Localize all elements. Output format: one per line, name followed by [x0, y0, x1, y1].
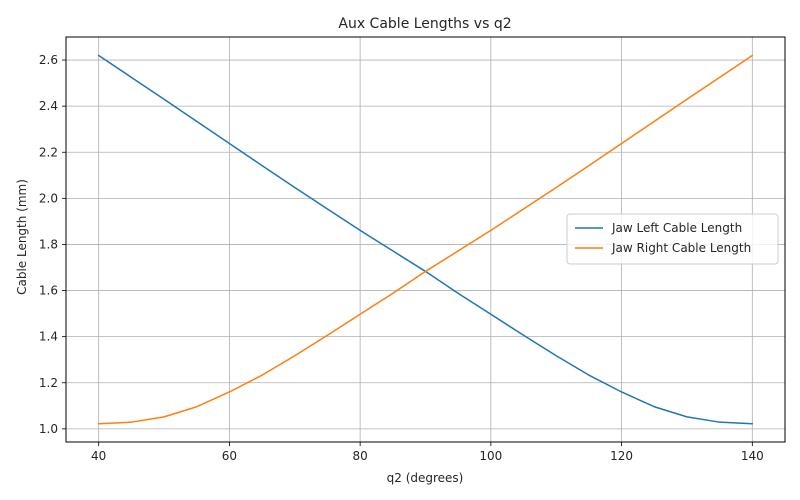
- legend: Jaw Left Cable Length Jaw Right Cable Len…: [566, 213, 779, 265]
- x-tick-label: 40: [91, 449, 106, 463]
- x-axis-label: q2 (degrees): [387, 471, 464, 485]
- series-line-jaw-right: [97, 54, 754, 425]
- y-tick-label: 1.0: [39, 422, 58, 436]
- y-axis: 1.0 1.2 1.4 1.6 1.8 2.0 2.2 2.4 2.6: [39, 53, 66, 436]
- legend-label: Jaw Right Cable Length: [611, 241, 751, 255]
- y-axis-label: Cable Length (mm): [15, 179, 29, 295]
- y-tick-label: 2.4: [39, 99, 58, 113]
- y-tick-label: 2.0: [39, 191, 58, 205]
- x-tick-label: 100: [479, 449, 502, 463]
- y-tick-label: 1.2: [39, 376, 58, 390]
- x-tick-label: 80: [352, 449, 367, 463]
- y-tick-label: 2.6: [39, 53, 58, 67]
- x-axis: 40 60 80 100 120 140: [91, 442, 764, 463]
- y-tick-label: 1.8: [39, 237, 58, 251]
- chart-title: Aux Cable Lengths vs q2: [338, 16, 511, 32]
- x-tick-label: 120: [610, 449, 633, 463]
- legend-label: Jaw Left Cable Length: [611, 221, 742, 235]
- y-tick-label: 1.4: [39, 330, 58, 344]
- y-tick-label: 1.6: [39, 284, 58, 298]
- y-tick-label: 2.2: [39, 145, 58, 159]
- x-tick-label: 140: [741, 449, 764, 463]
- x-tick-label: 60: [222, 449, 237, 463]
- legend-box: [566, 213, 779, 265]
- plot-frame: [65, 36, 786, 443]
- series-layer: [97, 54, 754, 425]
